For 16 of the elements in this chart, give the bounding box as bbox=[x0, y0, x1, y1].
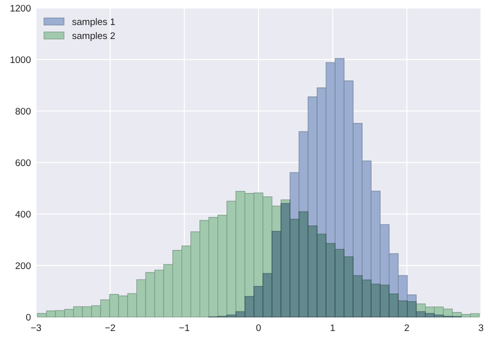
x-tick-label: 0 bbox=[256, 323, 262, 334]
legend-label: samples 1 bbox=[72, 17, 116, 28]
y-tick-label: 0 bbox=[26, 312, 31, 324]
x-tick-label: −1 bbox=[178, 323, 190, 334]
y-tick-label: 200 bbox=[15, 261, 31, 272]
y-tick-label: 400 bbox=[15, 210, 31, 220]
y-tick-label: 600 bbox=[15, 158, 31, 169]
y-tick-label: 800 bbox=[15, 106, 31, 118]
x-tick-label: −3 bbox=[30, 323, 42, 334]
x-tick-label: 1 bbox=[330, 323, 336, 334]
y-tick-label: 1200 bbox=[10, 4, 31, 14]
x-tick-label: 3 bbox=[478, 323, 484, 334]
x-tick-label: 2 bbox=[404, 323, 410, 334]
x-tick-label: −2 bbox=[104, 323, 116, 334]
legend-label: samples 2 bbox=[72, 31, 116, 42]
y-tick-label: 1000 bbox=[10, 55, 31, 66]
